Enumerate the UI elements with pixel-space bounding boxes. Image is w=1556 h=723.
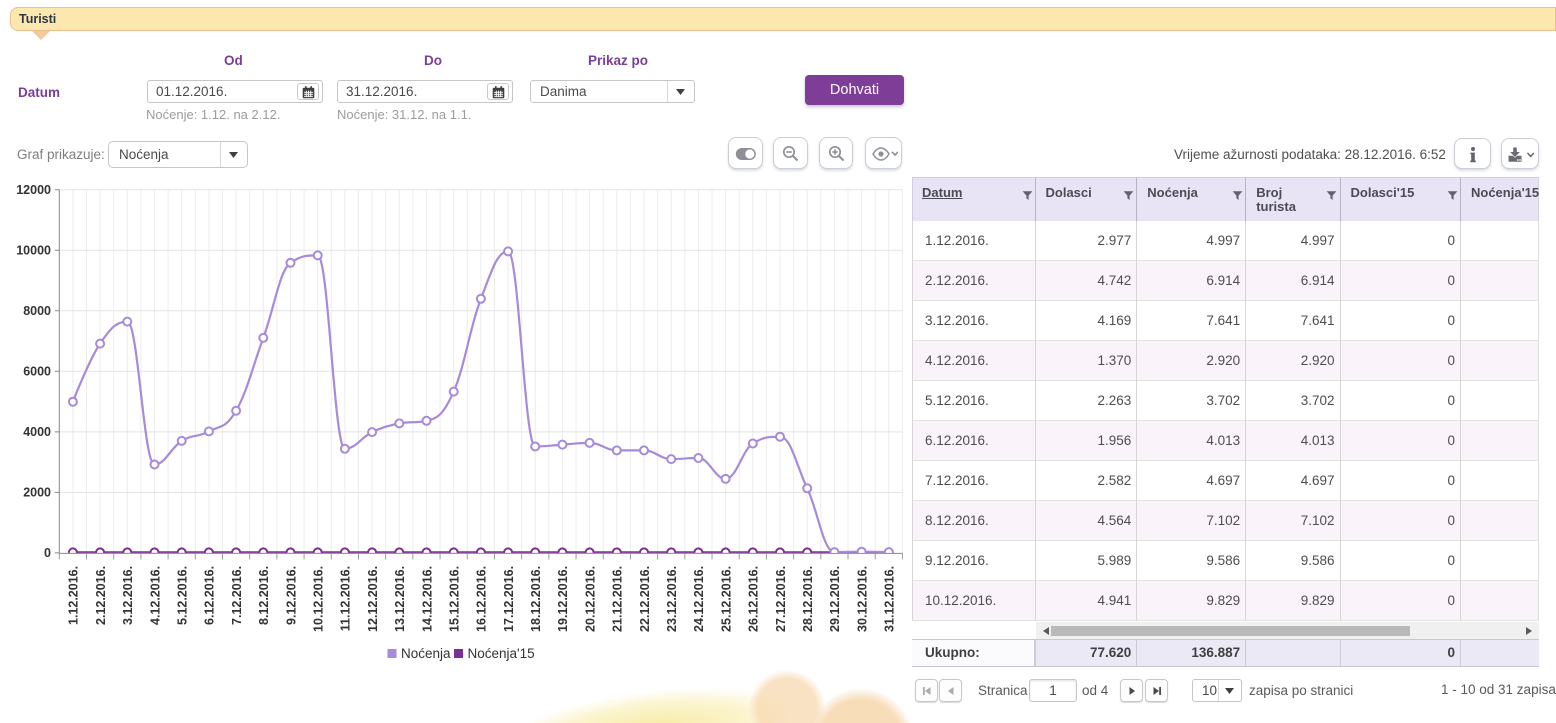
svg-text:4.12.2016.: 4.12.2016. xyxy=(148,566,162,625)
svg-text:12.12.2016.: 12.12.2016. xyxy=(366,566,380,632)
svg-text:20.12.2016.: 20.12.2016. xyxy=(583,566,597,632)
svg-text:8000: 8000 xyxy=(23,304,51,318)
svg-text:6000: 6000 xyxy=(23,365,51,379)
svg-text:4000: 4000 xyxy=(23,425,51,439)
svg-text:13.12.2016.: 13.12.2016. xyxy=(393,566,407,632)
svg-text:5.12.2016.: 5.12.2016. xyxy=(176,566,190,625)
svg-text:10000: 10000 xyxy=(16,243,51,257)
svg-text:15.12.2016.: 15.12.2016. xyxy=(448,566,462,632)
svg-text:9.12.2016.: 9.12.2016. xyxy=(284,566,298,625)
svg-text:19.12.2016.: 19.12.2016. xyxy=(556,566,570,632)
svg-text:21.12.2016.: 21.12.2016. xyxy=(611,566,625,632)
svg-text:23.12.2016.: 23.12.2016. xyxy=(665,566,679,632)
svg-text:25.12.2016.: 25.12.2016. xyxy=(719,566,733,632)
svg-text:Noćenja'15: Noćenja'15 xyxy=(468,646,535,661)
svg-text:28.12.2016.: 28.12.2016. xyxy=(801,566,815,632)
svg-text:7.12.2016.: 7.12.2016. xyxy=(230,566,244,625)
svg-text:31.12.2016.: 31.12.2016. xyxy=(883,566,897,632)
svg-text:2.12.2016.: 2.12.2016. xyxy=(94,566,108,625)
svg-text:11.12.2016.: 11.12.2016. xyxy=(339,566,353,631)
svg-text:3.12.2016.: 3.12.2016. xyxy=(121,566,135,625)
svg-text:17.12.2016.: 17.12.2016. xyxy=(502,566,516,632)
svg-text:14.12.2016.: 14.12.2016. xyxy=(420,566,434,632)
svg-text:26.12.2016.: 26.12.2016. xyxy=(747,566,761,632)
svg-text:12000: 12000 xyxy=(16,183,51,197)
svg-text:0: 0 xyxy=(44,546,51,560)
svg-text:6.12.2016.: 6.12.2016. xyxy=(203,566,217,625)
svg-text:2000: 2000 xyxy=(23,486,51,500)
svg-text:22.12.2016.: 22.12.2016. xyxy=(638,566,652,632)
svg-text:Noćenja: Noćenja xyxy=(401,646,451,661)
svg-text:30.12.2016.: 30.12.2016. xyxy=(855,566,869,632)
svg-text:10.12.2016.: 10.12.2016. xyxy=(312,566,326,632)
svg-text:1.12.2016.: 1.12.2016. xyxy=(67,566,81,625)
svg-text:16.12.2016.: 16.12.2016. xyxy=(475,566,489,632)
svg-text:24.12.2016.: 24.12.2016. xyxy=(692,566,706,632)
svg-text:18.12.2016.: 18.12.2016. xyxy=(529,566,543,632)
svg-text:27.12.2016.: 27.12.2016. xyxy=(774,566,788,632)
svg-text:8.12.2016.: 8.12.2016. xyxy=(257,566,271,625)
svg-text:29.12.2016.: 29.12.2016. xyxy=(828,566,842,632)
